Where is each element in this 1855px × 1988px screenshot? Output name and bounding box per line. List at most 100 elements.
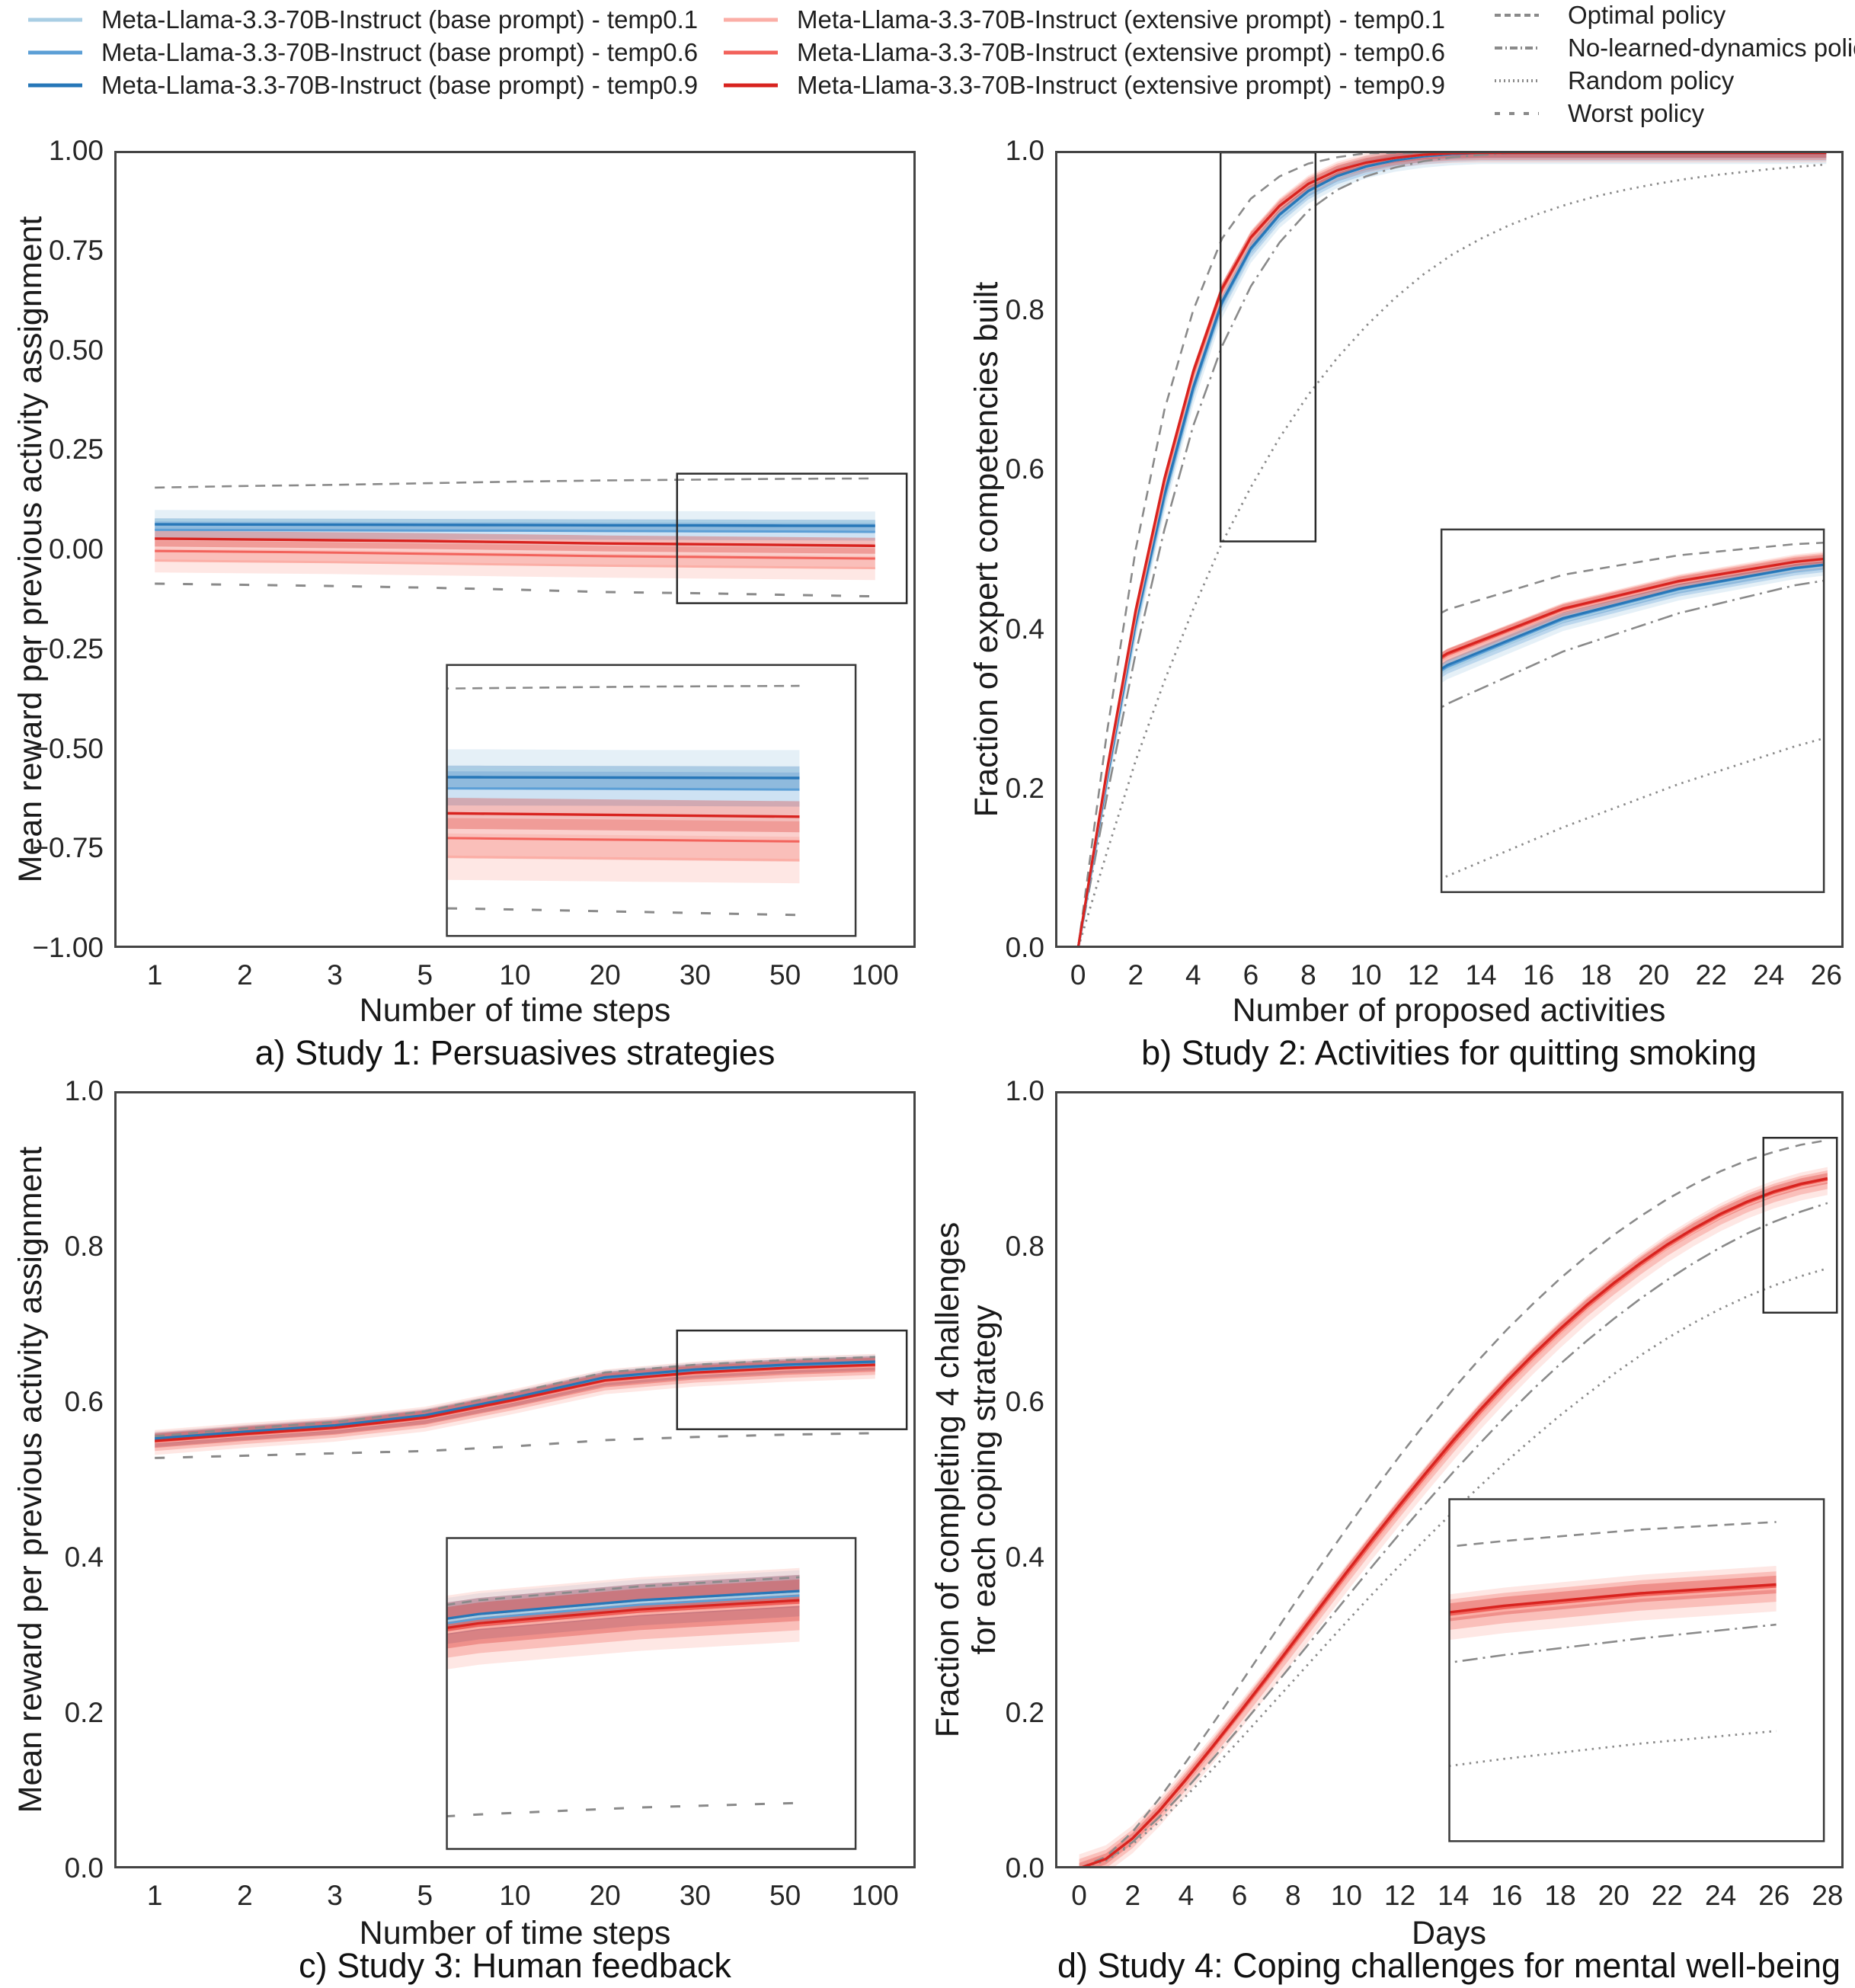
y-tick-label: 0.50 — [48, 334, 104, 366]
y-tick-label: 1.0 — [1005, 1075, 1044, 1106]
x-tick-label: 16 — [1523, 959, 1555, 991]
y-tick-label: 0.2 — [1005, 772, 1044, 804]
x-tick-label: 10 — [499, 1880, 531, 1911]
ext-temp0.1-line — [446, 855, 800, 862]
ext-temp0.1-line — [446, 1603, 800, 1634]
axes-spines-d — [1055, 1091, 1844, 1868]
x-tick-label: 8 — [1300, 959, 1316, 991]
plot-area-d — [1055, 1091, 1844, 1868]
legend-swatch-base-prompt-0 — [28, 18, 82, 22]
x-axis-label-c: Number of time steps — [359, 1915, 671, 1951]
zoom-rect-c — [676, 1329, 908, 1430]
base-temp0.6-line — [446, 1594, 800, 1625]
x-tick-label: 18 — [1544, 1880, 1576, 1911]
y-tick-label: 0.0 — [1005, 1852, 1044, 1884]
y-tick-label: −0.75 — [32, 832, 104, 864]
legend-swatch-policies-0 — [1495, 14, 1539, 17]
x-tick-label: 2 — [237, 959, 253, 991]
ext-temp0.9-line — [446, 812, 800, 818]
legend-item-label: No-learned-dynamics policy — [1568, 34, 1855, 62]
ext-temp0.9-line — [446, 1599, 800, 1629]
y-tick-label: 1.00 — [48, 135, 104, 166]
x-tick-label: 20 — [1598, 1880, 1630, 1911]
x-tick-label: 6 — [1243, 959, 1259, 991]
x-tick-label: 20 — [589, 959, 621, 991]
optimal-policy-line — [446, 1576, 800, 1606]
x-tick-label: 24 — [1753, 959, 1785, 991]
inset-bg-a — [446, 664, 856, 936]
x-tick-label: 8 — [1284, 1880, 1301, 1911]
x-tick-label: 10 — [1350, 959, 1382, 991]
y-tick-label: 0.25 — [48, 434, 104, 466]
x-tick-label: 6 — [1231, 1880, 1248, 1911]
inset-border-a — [446, 664, 857, 937]
x-tick-label: 0 — [1071, 1880, 1087, 1911]
x-tick-label: 5 — [417, 1880, 433, 1911]
x-tick-label: 30 — [679, 959, 711, 991]
worst-policy-line — [155, 1432, 875, 1459]
x-tick-label: 12 — [1384, 1880, 1416, 1911]
ext-temp0.9-line — [1079, 1176, 1828, 1868]
legend-swatch-extensive-prompt-2 — [724, 83, 778, 88]
plot-area-c — [114, 1091, 916, 1868]
inset-bg-c — [446, 1538, 856, 1849]
y-axis-label-d: Fraction of completing 4 challenges for … — [929, 1221, 1003, 1738]
y-tick-label: 0.2 — [64, 1697, 104, 1728]
base-temp0.1-line — [155, 519, 875, 523]
x-tick-label: 20 — [1638, 959, 1670, 991]
zoom-rect-b — [1219, 151, 1317, 543]
y-tick-label: 0.4 — [1005, 1541, 1044, 1573]
legend-swatch-base-prompt-1 — [28, 50, 82, 55]
x-tick-label: 3 — [327, 1880, 343, 1911]
zoom-rect-a — [676, 472, 908, 604]
base-temp0.1-line — [446, 1592, 800, 1622]
x-tick-label: 26 — [1810, 959, 1842, 991]
legend-swatch-base-prompt-2 — [28, 83, 82, 88]
x-tick-label: 2 — [237, 1880, 253, 1911]
ext-temp0.9-line — [155, 537, 875, 547]
x-tick-label: 100 — [851, 959, 899, 991]
legend-item-label: Meta-Llama-3.3-70B-Instruct (base prompt… — [101, 5, 699, 34]
x-tick-label: 22 — [1695, 959, 1727, 991]
legend-item-label: Meta-Llama-3.3-70B-Instruct (extensive p… — [797, 38, 1445, 66]
legend-swatch-policies-1 — [1495, 46, 1539, 50]
y-tick-label: 0.4 — [64, 1541, 104, 1573]
caption-a: a) Study 1: Persuasives strategies — [254, 1033, 776, 1072]
ext-temp0.1-band — [446, 1567, 800, 1669]
base-temp0.6-band — [446, 1574, 800, 1644]
legend-item-label: Optimal policy — [1568, 1, 1726, 29]
x-axis-label-a: Number of time steps — [359, 992, 671, 1029]
y-tick-label: 0.4 — [1005, 613, 1044, 645]
x-tick-label: 10 — [1330, 1880, 1362, 1911]
y-tick-label: 0.00 — [48, 533, 104, 565]
optimal-policy-line — [1076, 152, 1827, 948]
x-tick-label: 10 — [499, 959, 531, 991]
x-tick-label: 16 — [1491, 1880, 1523, 1911]
y-tick-label: 0.0 — [64, 1852, 104, 1884]
y-tick-label: −0.25 — [32, 632, 104, 664]
base-temp0.1-band — [1441, 555, 1825, 683]
inset-bg-b — [1441, 529, 1825, 892]
x-tick-label: 2 — [1124, 1880, 1141, 1911]
ext-temp0.6-line — [155, 549, 875, 560]
ext-temp0.1-line — [155, 559, 875, 570]
y-tick-label: 0.75 — [48, 234, 104, 266]
y-tick-label: 0.8 — [64, 1231, 104, 1262]
x-tick-label: 0 — [1070, 959, 1086, 991]
x-tick-label: 1 — [146, 1880, 163, 1911]
optimal-policy-line — [155, 477, 875, 489]
y-tick-label: 0.6 — [64, 1386, 104, 1417]
axes-spines-a — [114, 151, 916, 948]
legend-swatch-policies-3 — [1495, 112, 1539, 115]
y-tick-label: 0.6 — [1005, 1386, 1044, 1417]
x-tick-label: 14 — [1438, 1880, 1470, 1911]
caption-b: b) Study 2: Activities for quitting smok… — [1141, 1033, 1757, 1072]
x-tick-label: 3 — [327, 959, 343, 991]
y-axis-label-b: Fraction of expert competencies built — [968, 281, 1005, 818]
x-tick-label: 4 — [1178, 1880, 1195, 1911]
ext-temp0.9-line — [155, 1363, 875, 1442]
optimal-policy-line — [155, 1356, 875, 1438]
base-temp0.6-line — [155, 528, 875, 533]
base-temp0.9-line — [446, 1589, 800, 1620]
x-tick-label: 50 — [769, 1880, 801, 1911]
